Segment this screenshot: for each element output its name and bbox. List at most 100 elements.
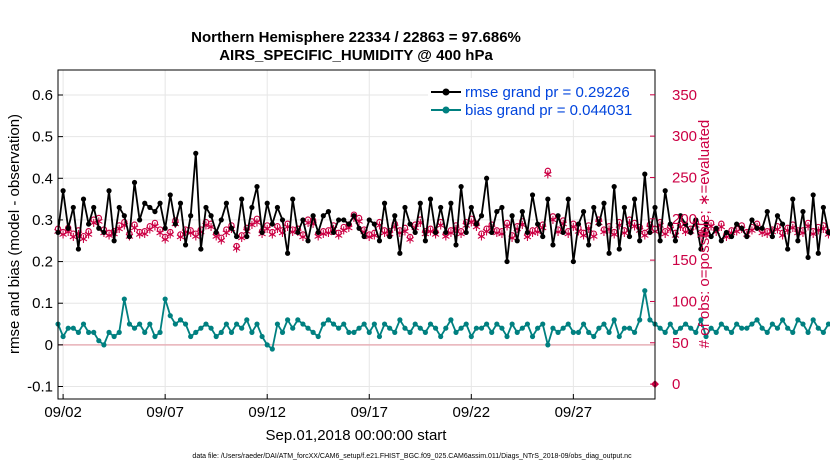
evaluated-obs-point: ∗: [287, 225, 298, 240]
evaluated-obs-point: ∗: [338, 224, 349, 239]
bias-point: [341, 321, 347, 327]
rmse-point: [387, 233, 393, 240]
bias-point: [305, 325, 311, 331]
bias-point: [708, 325, 714, 331]
evaluated-obs-point: ∗: [726, 226, 737, 241]
evaluated-obs-point: ∗: [665, 223, 676, 238]
possible-obs-point: [223, 226, 230, 233]
evaluated-obs-point: ∗: [537, 221, 548, 236]
bias-point: [672, 329, 679, 335]
rmse-point: [300, 217, 306, 223]
y-tick-label: 0.6: [32, 87, 53, 104]
bias-point: [142, 329, 148, 335]
bias-point: [825, 321, 830, 327]
rmse-point: [305, 238, 311, 244]
bias-point: [438, 333, 444, 340]
y-tick-label: 0: [45, 337, 53, 354]
evaluated-obs-point: ∗: [798, 226, 809, 241]
evaluated-obs-point: ∗: [58, 228, 69, 243]
evaluated-obs-point: ∗: [318, 227, 329, 242]
rmse-point: [218, 217, 224, 223]
bias-point: [647, 317, 653, 323]
evaluated-obs-point: ∗: [440, 229, 451, 244]
evaluated-obs-point: ∗: [78, 232, 89, 247]
evaluated-obs-point: ∗: [374, 219, 385, 234]
bias-point: [484, 321, 490, 327]
axes: -0.1 0 0.1 0.2 0.3 0.4 0.5 0.6 0 50 100 150 200 250 30…: [27, 87, 697, 421]
bias-point: [550, 325, 556, 331]
possible-obs-point: [406, 233, 414, 241]
bias-point: [402, 325, 408, 331]
rmse-point: [749, 217, 755, 223]
bias-point: [637, 317, 643, 323]
legend: rmse grand pr = 0.29226 bias grand pr = …: [428, 78, 650, 120]
evaluated-obs-point: ∗: [231, 242, 242, 257]
y-right-tick-label: 300: [672, 128, 697, 145]
evaluated-obs-point: ∗: [354, 214, 365, 229]
rmse-point: [116, 204, 122, 211]
evaluated-obs-point: ∗: [389, 220, 400, 235]
evaluated-obs-point: ∗: [246, 218, 257, 233]
bias-point: [667, 321, 673, 327]
bias-point: [688, 325, 694, 331]
rmse-point: [448, 200, 454, 206]
bias-point: [407, 329, 413, 335]
evaluated-obs-point: ∗: [496, 227, 507, 242]
evaluated-obs-point: ∗: [547, 213, 558, 228]
y-right-tick-label: 50: [672, 335, 689, 352]
evaluated-obs-point: ∗: [782, 224, 793, 239]
bias-point: [412, 321, 418, 327]
bias-point: [60, 333, 66, 340]
evaluated-obs-point: ∗: [267, 228, 278, 243]
rmse-point: [366, 217, 372, 223]
bias-point: [580, 321, 587, 327]
bias-point: [381, 321, 388, 327]
evaluated-obs-point: ∗: [297, 230, 308, 245]
bias-point: [330, 321, 337, 327]
bias-point: [417, 325, 423, 331]
rmse-point: [708, 233, 714, 240]
rmse-point: [346, 221, 352, 227]
rmse-point: [371, 221, 377, 227]
y-right-tick-label: 350: [672, 87, 697, 104]
evaluated-obs-point: ∗: [466, 215, 477, 230]
bias-point: [233, 321, 240, 327]
evaluated-obs-point: ∗: [787, 221, 798, 236]
bias-point: [198, 325, 204, 331]
rmse-point: [657, 238, 663, 244]
bias-point: [70, 325, 76, 331]
rmse-point: [427, 196, 434, 202]
bias-point: [274, 321, 281, 327]
rmse-point: [177, 200, 184, 206]
x-tick-label: 09/17: [350, 404, 388, 421]
bias-point: [540, 321, 546, 327]
rmse-point: [754, 225, 760, 231]
possible-obs-point: [274, 223, 281, 230]
possible-obs-point: [192, 230, 199, 237]
rmse-point: [274, 204, 281, 211]
evaluated-obs-point: ∗: [517, 218, 528, 233]
rmse-point: [203, 204, 209, 211]
bias-point: [264, 342, 270, 348]
bias-point: [152, 333, 158, 340]
rmse-point: [790, 196, 796, 202]
evaluated-obs-point: ∗: [400, 224, 411, 239]
rmse-point: [182, 242, 189, 248]
y-tick-label: 0.1: [32, 295, 53, 312]
bias-point: [387, 325, 393, 331]
rmse-point: [591, 204, 597, 211]
x-tick-label: 09/27: [555, 404, 593, 421]
y-right-tick-label: 0: [672, 376, 680, 393]
bias-point: [509, 321, 515, 327]
rmse-point: [341, 217, 347, 223]
bias-point: [499, 325, 505, 331]
rmse-point: [381, 200, 388, 206]
bias-point: [478, 325, 485, 331]
rmse-point: [407, 221, 413, 227]
rmse-point: [698, 246, 704, 252]
evaluated-obs-point: ∗: [119, 219, 130, 234]
bias-point: [356, 325, 362, 331]
x-tick-label: 09/07: [146, 404, 184, 421]
evaluated-obs-point: ∗: [430, 228, 441, 243]
